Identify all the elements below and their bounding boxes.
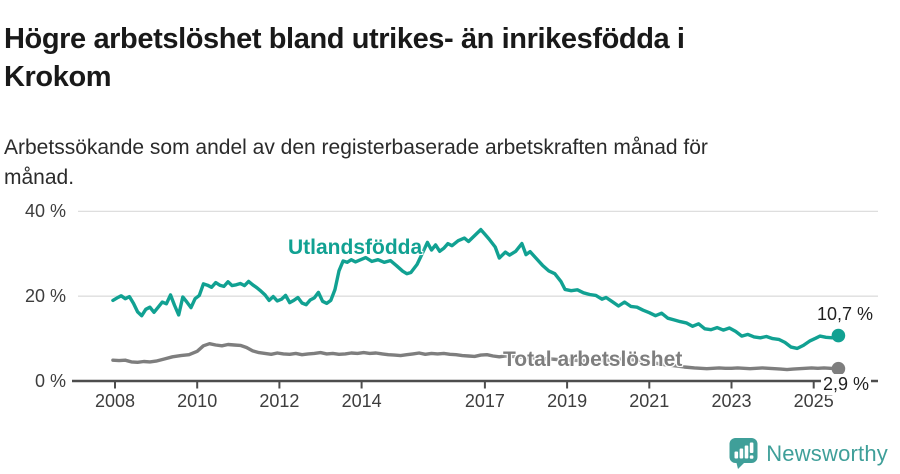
series-end-value-0: 10,7 % (815, 304, 876, 325)
page-subtitle-line-1: Arbetssökande som andel av den registerb… (4, 136, 708, 159)
y-tick-label: 0 % (34, 371, 66, 391)
series-end-value-1: 2,9 % (821, 374, 872, 395)
brand-name: Newsworthy (766, 440, 888, 466)
x-tick-label: 2017 (464, 391, 505, 411)
x-tick-label: 2012 (259, 391, 300, 411)
page-title: Högre arbetslöshet bland utrikes- än inr… (4, 21, 884, 96)
x-tick-label: 2014 (341, 391, 382, 411)
x-tick-label: 2025 (793, 391, 834, 411)
newsworthy-logo[interactable]: Newsworthy (729, 437, 888, 470)
x-tick-label: 2021 (629, 391, 670, 411)
page-subtitle: Arbetssökande som andel av den registerb… (4, 133, 864, 193)
page-subtitle-line-2: månad. (4, 166, 75, 190)
y-tick-label: 20 % (24, 286, 66, 307)
series-end-dot-1 (831, 361, 846, 376)
series-label-1: Total arbetslöshet (503, 348, 683, 371)
y-tick-label: 40 % (24, 201, 66, 222)
series-end-dot-0 (831, 328, 846, 343)
x-tick-label: 2019 (547, 391, 588, 411)
series-line-0 (111, 227, 841, 351)
series-line-1 (111, 342, 841, 372)
page-title-line-1: Högre arbetslöshet bland utrikes- än inr… (4, 23, 685, 56)
x-tick-label: 2010 (177, 391, 218, 411)
bar-chart-speech-bubble-icon (729, 438, 758, 469)
series-label-0: Utlandsfödda (288, 236, 423, 259)
x-tick-label: 2023 (711, 391, 752, 411)
x-tick-label: 2008 (94, 391, 136, 411)
page-title-line-2: Krokom (4, 61, 112, 94)
